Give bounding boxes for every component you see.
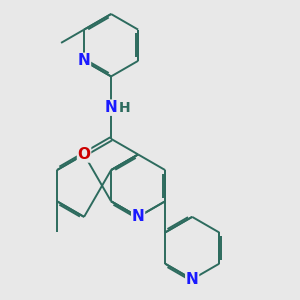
Text: N: N bbox=[105, 100, 118, 115]
Text: N: N bbox=[186, 272, 199, 287]
Text: O: O bbox=[78, 147, 91, 162]
Text: N: N bbox=[132, 209, 145, 224]
Text: H: H bbox=[118, 100, 130, 115]
Text: N: N bbox=[78, 53, 90, 68]
